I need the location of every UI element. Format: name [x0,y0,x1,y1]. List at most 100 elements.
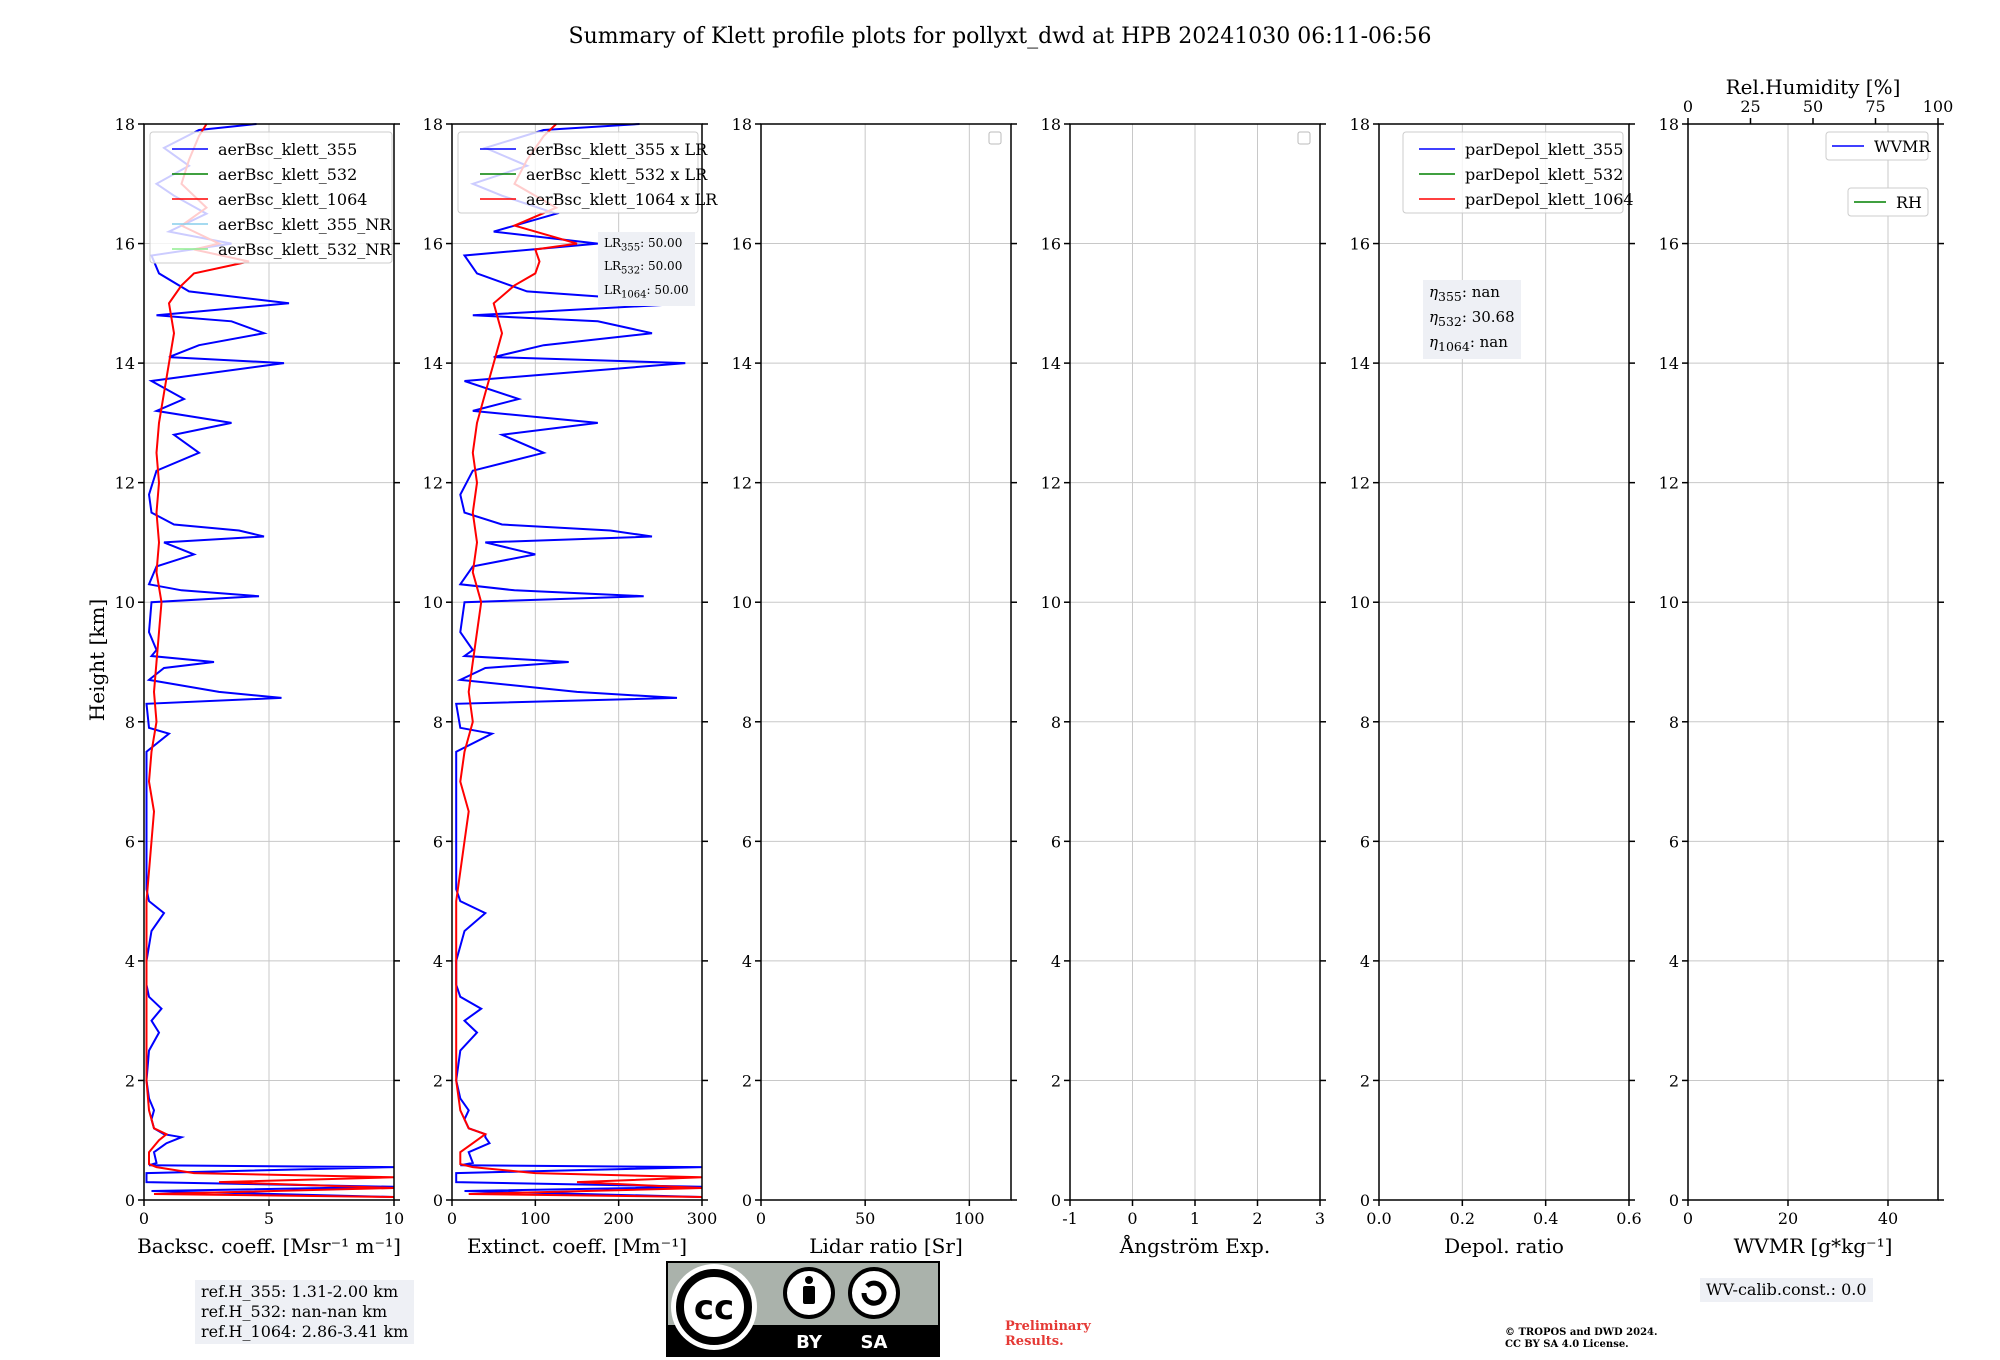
angstrom-ytick-label: 14 [1041,354,1061,373]
depol-ytick-label: 16 [1350,235,1370,254]
eta-355-line: η355: nan [1429,283,1500,304]
depol-xtick-label: 0.2 [1450,1209,1475,1228]
wvmr-ytick-label: 6 [1669,832,1679,851]
extinction-ytick-label: 4 [433,952,443,971]
extinction-ytick-label: 2 [433,1071,443,1090]
backscatter-ytick-label: 18 [115,115,135,134]
angstrom-ytick-label: 12 [1041,474,1061,493]
backscatter-ytick-label: 2 [125,1071,135,1090]
wvmr-xlabel: WVMR [g*kg⁻¹] [1734,1234,1893,1258]
backscatter-series-aerBsc_klett_1064 [145,123,395,1198]
lidar-ratio-annotation: LR355: 50.00 LR532: 50.00 LR1064: 50.00 [598,232,695,307]
backscatter-ytick-label: 14 [115,354,135,373]
lidar-ratio-ytick-label: 8 [742,713,752,732]
depol-xtick-label: 0.6 [1616,1209,1641,1228]
extinction-xtick-label: 0 [447,1209,457,1228]
lr-355-line: LR355: 50.00 [604,236,683,254]
by-head [805,1276,813,1284]
depol-ytick-label: 4 [1360,952,1370,971]
angstrom-xtick-label: 3 [1315,1209,1325,1228]
lidar-ratio-ytick-label: 10 [732,593,752,612]
eta-1064-line: η1064: nan [1429,333,1508,354]
copyright-line-2: CC BY SA 4.0 License. [1505,1339,1629,1350]
depol-ytick-label: 12 [1350,474,1370,493]
extinction-xlabel: Extinct. coeff. [Mm⁻¹] [467,1234,687,1258]
ref-height-annotation: ref.H_355: 1.31-2.00 km ref.H_532: nan-n… [195,1280,415,1344]
lr-532-value: 50.00 [647,259,683,274]
lidar-ratio-empty-legend [988,131,1002,145]
depol-ytick-label: 14 [1350,354,1370,373]
wvmr-x2tick-label: 0 [1683,97,1693,116]
y-axis-label: Height [km] [85,599,109,721]
lidar-ratio-xtick-label: 50 [855,1209,875,1228]
extinction-ytick-label: 8 [433,713,443,732]
angstrom-ytick-label: 10 [1041,593,1061,612]
lidar-ratio-xlabel: Lidar ratio [Sr] [809,1234,963,1258]
depol-ytick-label: 10 [1350,593,1370,612]
lidar-ratio-xtick-label: 100 [954,1209,985,1228]
backscatter-xtick-label: 0 [139,1209,149,1228]
lr-1064-line: LR1064: 50.00 [604,282,689,301]
ref-height-1064: ref.H_1064: 2.86-3.41 km [201,1322,409,1341]
angstrom-ytick-label: 8 [1051,713,1061,732]
angstrom-ytick-label: 2 [1051,1071,1061,1090]
backscatter-ytick-label: 4 [125,952,135,971]
extinction-ytick-label: 6 [433,832,443,851]
wvmr-x2tick-label: 75 [1865,97,1885,116]
wvmr-ytick-label: 2 [1669,1071,1679,1090]
wvmr-xtick-label: 20 [1778,1209,1798,1228]
sa-icon [848,1267,900,1319]
angstrom-xtick-label: -1 [1062,1209,1078,1228]
wvmr-ytick-label: 18 [1659,115,1679,134]
depol-ytick-label: 2 [1360,1071,1370,1090]
backscatter-legend-label: aerBsc_klett_355 [218,140,357,159]
backscatter-xtick-label: 10 [384,1209,404,1228]
wvmr-xtick-label: 0 [1683,1209,1693,1228]
preliminary-line-1: Preliminary [1005,1319,1091,1334]
angstrom-xlabel: Ångström Exp. [1119,1233,1270,1258]
backscatter-ytick-label: 0 [125,1191,135,1210]
cc-badge-graphic: cc BY SA [668,1264,938,1355]
extinction-legend-label: aerBsc_klett_355 x LR [526,140,708,159]
backscatter-legend-label: aerBsc_klett_532 [218,165,357,184]
sa-arrow [861,1280,887,1306]
figure-title: Summary of Klett profile plots for polly… [569,24,1432,49]
wvmr-x2tick-label: 100 [1923,97,1954,116]
wvmr-frame [1687,123,1939,1201]
extinction-ytick-label: 16 [423,235,443,254]
lidar-ratio-panel: 0 2 4 6 8 10 12 14 16 18 0 50 100 Lidar ratio [Sr] [732,115,1017,1258]
backscatter-series-aerBsc_klett_355 [145,123,395,1198]
extinction-series-aerBsc_klett_355 x LR [455,123,703,1198]
lidar-ratio-ytick-label: 12 [732,474,752,493]
preliminary-line-2: Results. [1005,1334,1064,1349]
depol-xtick-label: 0.0 [1366,1209,1391,1228]
extinction-xtick-label: 300 [687,1209,718,1228]
backscatter-ytick-label: 8 [125,713,135,732]
lidar-ratio-ytick-label: 6 [742,832,752,851]
backscatter-legend-label: aerBsc_klett_1064 [218,190,367,209]
backscatter-legend-label: aerBsc_klett_532_NR [218,240,392,259]
angstrom-xtick-label: 1 [1190,1209,1200,1228]
wvmr-ytick-label: 10 [1659,593,1679,612]
lidar-ratio-ytick-label: 14 [732,354,752,373]
wvmr-ytick-label: 12 [1659,474,1679,493]
wvmr-ytick-label: 8 [1669,713,1679,732]
backscatter-ytick-label: 10 [115,593,135,612]
angstrom-ytick-label: 4 [1051,952,1061,971]
angstrom-empty-legend [1297,131,1311,145]
backscatter-legend-label: aerBsc_klett_355_NR [218,215,392,234]
lidar-ratio-ytick-label: 16 [732,235,752,254]
backscatter-ytick-label: 6 [125,832,135,851]
wvmr-ytick-label: 4 [1669,952,1679,971]
angstrom-ytick-label: 0 [1051,1191,1061,1210]
wvmr-xtick-label: 40 [1878,1209,1898,1228]
extinction-ytick-label: 18 [423,115,443,134]
extinction-xtick-label: 200 [603,1209,634,1228]
sa-label: SA [861,1332,888,1353]
preliminary-note: Preliminary Results. [1005,1319,1091,1349]
copyright-note: © TROPOS and DWD 2024. CC BY SA 4.0 Lice… [1505,1327,1657,1351]
lidar-ratio-frame [760,123,1012,1201]
depol-ytick-label: 8 [1360,713,1370,732]
